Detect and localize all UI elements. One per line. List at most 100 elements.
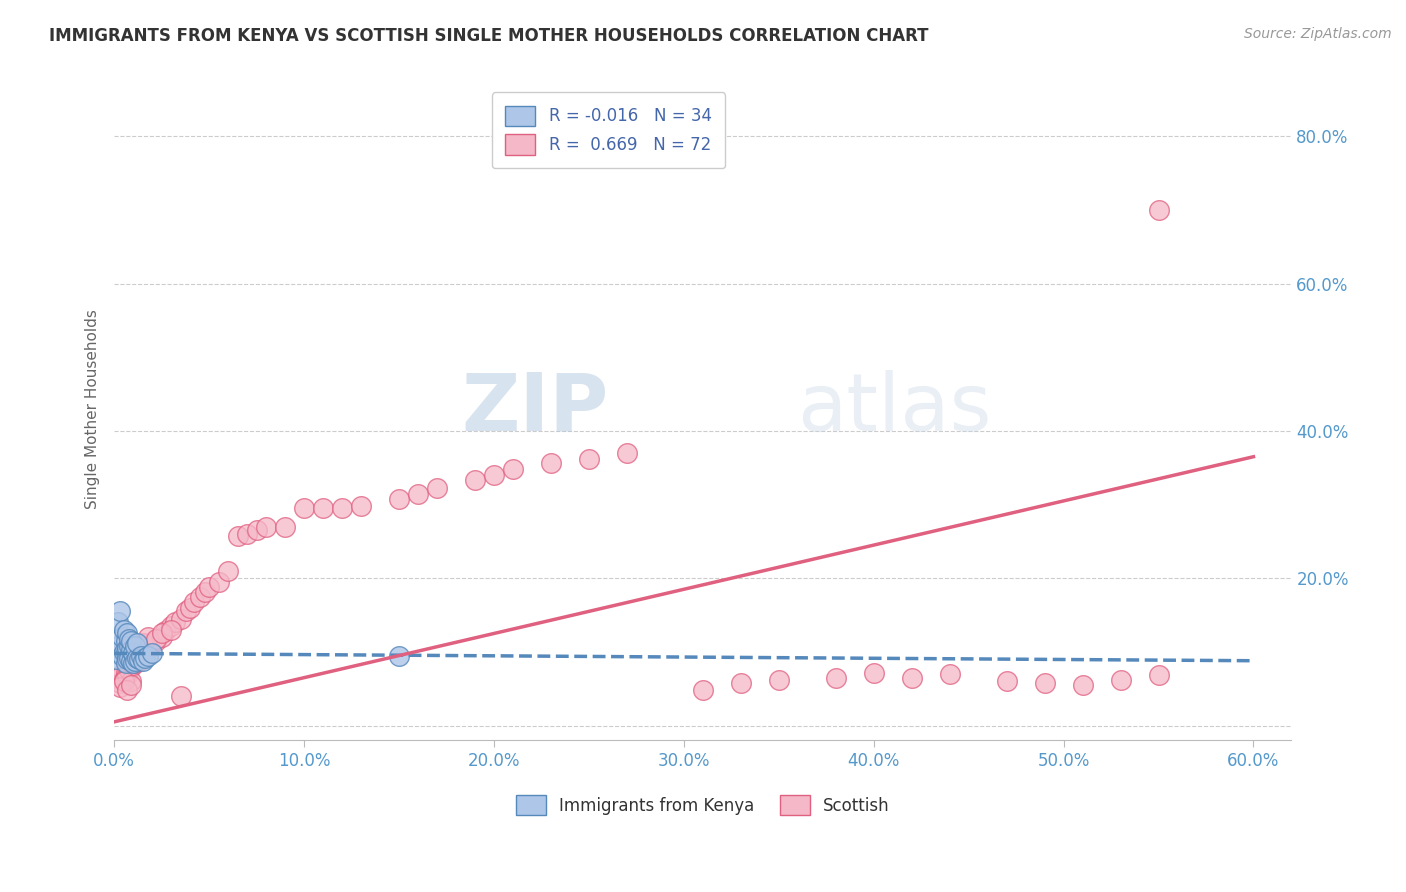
Point — [938, 667, 960, 681]
Point — [388, 491, 411, 506]
Point — [141, 646, 163, 660]
Point — [578, 452, 600, 467]
Point — [730, 675, 752, 690]
Point — [145, 632, 167, 646]
Point — [194, 584, 217, 599]
Point — [169, 612, 191, 626]
Point — [236, 527, 259, 541]
Point — [111, 630, 134, 644]
Point — [540, 456, 562, 470]
Point — [155, 624, 177, 639]
Point — [111, 648, 134, 663]
Point — [179, 600, 201, 615]
Point — [169, 689, 191, 703]
Point — [117, 668, 139, 682]
Point — [112, 645, 135, 659]
Point — [141, 636, 163, 650]
Point — [131, 648, 153, 663]
Point — [108, 680, 131, 694]
Point — [292, 501, 315, 516]
Point — [108, 675, 131, 690]
Point — [112, 673, 135, 687]
Point — [111, 667, 134, 681]
Point — [176, 604, 198, 618]
Point — [217, 564, 239, 578]
Point — [114, 656, 136, 670]
Point — [112, 623, 135, 637]
Point — [254, 519, 277, 533]
Point — [117, 683, 139, 698]
Point — [246, 524, 269, 538]
Point — [138, 648, 160, 663]
Point — [312, 501, 335, 516]
Point — [138, 641, 160, 656]
Point — [824, 671, 846, 685]
Point — [464, 473, 486, 487]
Point — [995, 674, 1018, 689]
Y-axis label: Single Mother Households: Single Mother Households — [86, 309, 100, 508]
Point — [131, 636, 153, 650]
Point — [128, 652, 150, 666]
Point — [862, 665, 884, 680]
Point — [183, 595, 205, 609]
Point — [274, 519, 297, 533]
Point — [1071, 678, 1094, 692]
Point — [108, 604, 131, 618]
Point — [120, 643, 142, 657]
Point — [125, 650, 148, 665]
Point — [118, 639, 141, 653]
Point — [114, 665, 136, 680]
Point — [502, 462, 524, 476]
Point — [616, 446, 638, 460]
Point — [134, 650, 156, 665]
Point — [118, 632, 141, 646]
Point — [131, 654, 153, 668]
Point — [138, 630, 160, 644]
Point — [129, 648, 152, 663]
Point — [108, 638, 131, 652]
Point — [198, 580, 221, 594]
Point — [117, 652, 139, 666]
Point — [122, 656, 145, 670]
Point — [426, 482, 449, 496]
Point — [1033, 675, 1056, 690]
Point — [107, 615, 129, 630]
Point — [188, 590, 211, 604]
Text: atlas: atlas — [797, 370, 991, 448]
Point — [105, 652, 128, 666]
Point — [120, 633, 142, 648]
Text: ZIP: ZIP — [461, 370, 609, 448]
Point — [160, 623, 183, 637]
Point — [145, 633, 167, 648]
Point — [118, 650, 141, 665]
Point — [350, 499, 373, 513]
Point — [112, 674, 135, 689]
Point — [120, 674, 142, 689]
Text: Source: ZipAtlas.com: Source: ZipAtlas.com — [1244, 27, 1392, 41]
Point — [120, 678, 142, 692]
Point — [125, 639, 148, 653]
Point — [124, 639, 146, 653]
Point — [226, 528, 249, 542]
Point — [330, 501, 353, 516]
Point — [692, 683, 714, 698]
Point — [163, 615, 186, 630]
Point — [207, 574, 229, 589]
Point — [1147, 668, 1170, 682]
Point — [122, 658, 145, 673]
Point — [117, 641, 139, 656]
Point — [114, 633, 136, 648]
Point — [117, 626, 139, 640]
Point — [160, 619, 183, 633]
Point — [900, 671, 922, 685]
Point — [124, 654, 146, 668]
Point — [482, 468, 505, 483]
Point — [150, 630, 173, 644]
Point — [122, 646, 145, 660]
Point — [1109, 673, 1132, 687]
Point — [406, 486, 429, 500]
Legend: Immigrants from Kenya, Scottish: Immigrants from Kenya, Scottish — [509, 789, 896, 822]
Point — [125, 636, 148, 650]
Point — [768, 673, 790, 687]
Point — [388, 648, 411, 663]
